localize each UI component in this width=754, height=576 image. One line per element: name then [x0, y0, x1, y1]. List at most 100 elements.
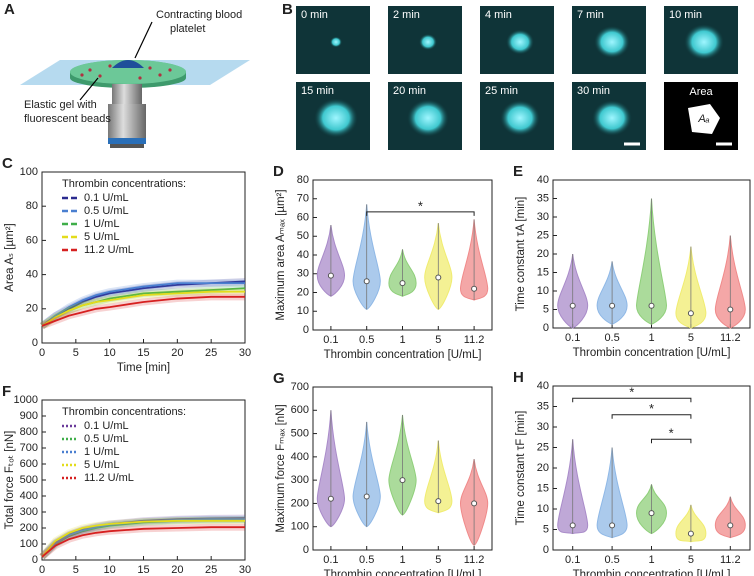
y-tick-label: 10 — [537, 285, 549, 297]
frame-label: 20 min — [393, 85, 426, 97]
median — [609, 302, 616, 309]
x-tick-label: 5 — [688, 332, 694, 344]
y-tick-label: 30 — [297, 268, 309, 280]
median — [569, 302, 576, 309]
median — [435, 274, 442, 281]
y-tick-label: 80 — [297, 174, 309, 186]
panel-letter: A — [4, 1, 15, 18]
y-axis-label: Time constant τA [min] — [515, 197, 527, 312]
y-tick-label: 40 — [537, 174, 549, 186]
legend-title: Thrombin concentrations: — [62, 178, 186, 190]
x-tick-label: 5 — [688, 554, 694, 566]
area-label: Area — [689, 86, 713, 98]
median — [648, 302, 655, 309]
platelet-signal — [506, 29, 534, 55]
x-tick-label: 11.2 — [464, 334, 485, 346]
median — [363, 493, 370, 500]
platelet-signal — [330, 36, 342, 48]
x-tick-label: 30 — [239, 347, 251, 359]
y-tick-label: 70 — [297, 193, 309, 205]
panel-letter: B — [282, 1, 293, 18]
legend-title: Thrombin concentrations: — [62, 406, 186, 418]
significance-label: * — [669, 426, 674, 441]
significance-bracket — [611, 414, 692, 419]
y-tick-label: 60 — [26, 234, 38, 246]
diagram-label: platelet — [170, 23, 205, 35]
series-line — [41, 282, 245, 327]
median — [471, 500, 478, 507]
median — [471, 285, 478, 292]
y-tick-label: 25 — [537, 229, 549, 241]
frame-label: 10 min — [669, 9, 702, 21]
y-tick-label: 60 — [297, 211, 309, 223]
legend-label: 1 U/mL — [84, 218, 119, 230]
x-tick-label: 0.1 — [565, 332, 580, 344]
median — [609, 522, 616, 529]
x-tick-label: 10 — [104, 564, 116, 576]
panel-letter: E — [513, 163, 523, 180]
y-tick-label: 35 — [537, 400, 549, 412]
y-tick-label: 0 — [32, 554, 38, 566]
x-tick-label: 0 — [39, 347, 45, 359]
y-tick-label: 10 — [297, 305, 309, 317]
setup-diagram — [20, 21, 250, 148]
x-tick-label: 1 — [399, 554, 405, 566]
x-axis-label: Thrombin concentration [U/mL] — [573, 569, 731, 576]
y-tick-label: 0 — [303, 324, 309, 336]
panel-letter: C — [2, 155, 13, 172]
y-tick-label: 600 — [291, 404, 309, 416]
platelet-signal — [592, 100, 632, 136]
y-tick-label: 100 — [291, 521, 309, 533]
diagram-label: Contracting blood — [156, 9, 242, 21]
y-tick-label: 5 — [543, 523, 549, 535]
y-tick-label: 30 — [537, 421, 549, 433]
x-tick-label: 25 — [205, 347, 217, 359]
y-tick-label: 15 — [537, 482, 549, 494]
significance-label: * — [418, 198, 423, 213]
diagram-label: fluorescent beads — [24, 113, 111, 125]
x-tick-label: 10 — [104, 347, 116, 359]
median — [327, 272, 334, 279]
y-tick-label: 80 — [26, 200, 38, 212]
x-tick-label: 5 — [73, 564, 79, 576]
y-tick-label: 100 — [20, 166, 38, 178]
y-axis-label: Total force Fₜₒₜ [nN] — [4, 431, 16, 530]
median — [399, 477, 406, 484]
y-axis-label: Area Aₛ [µm²] — [4, 223, 16, 291]
legend-label: 11.2 U/mL — [84, 244, 134, 256]
x-tick-label: 0 — [39, 564, 45, 576]
y-axis-label: Maximum area Aₘₐₓ [µm²] — [275, 189, 287, 320]
frame-label: 2 min — [393, 9, 420, 21]
y-tick-label: 800 — [20, 426, 38, 438]
legend-label: 0.5 U/mL — [84, 205, 129, 217]
panel-letter: G — [273, 370, 285, 387]
x-tick-label: 11.2 — [720, 332, 741, 344]
y-tick-label: 300 — [291, 474, 309, 486]
panel-letter: F — [2, 383, 11, 400]
median — [727, 522, 734, 529]
y-tick-label: 200 — [20, 522, 38, 534]
y-axis-label: Time constant τF [min] — [515, 411, 527, 526]
series-line — [41, 519, 245, 558]
y-axis-label: Maximum force Fₘₐₓ [nN] — [275, 404, 287, 532]
series-line — [41, 518, 245, 558]
frame-label: 30 min — [577, 85, 610, 97]
y-tick-label: 25 — [537, 441, 549, 453]
y-tick-label: 300 — [20, 506, 38, 518]
platelet-signal — [594, 25, 630, 59]
y-tick-label: 500 — [20, 474, 38, 486]
y-tick-label: 10 — [537, 503, 549, 515]
x-tick-label: 25 — [205, 564, 217, 576]
series-line — [41, 295, 245, 327]
y-tick-label: 900 — [20, 410, 38, 422]
frame-label: 0 min — [301, 9, 328, 21]
series-line — [41, 526, 245, 558]
platelet-signal — [314, 98, 358, 138]
frame-label: 7 min — [577, 9, 604, 21]
significance-label: * — [649, 401, 654, 416]
significance-label: * — [629, 385, 634, 400]
median — [727, 306, 734, 313]
y-tick-label: 40 — [297, 249, 309, 261]
x-tick-label: 15 — [137, 564, 149, 576]
